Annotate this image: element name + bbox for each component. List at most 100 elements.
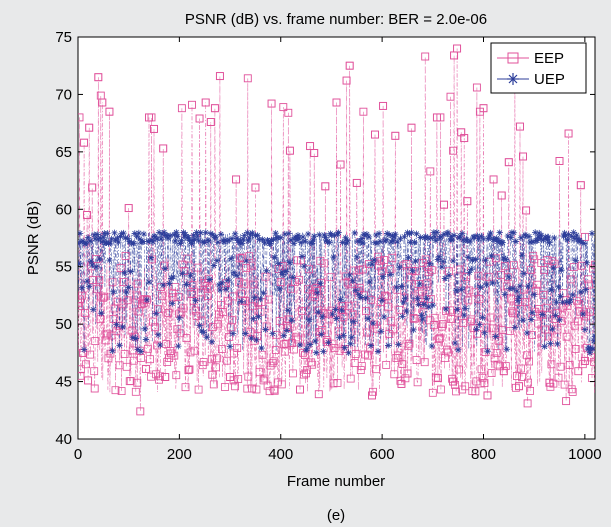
data-point-eep — [186, 348, 195, 357]
data-point-uep — [301, 238, 309, 245]
data-point-eep — [98, 98, 107, 107]
data-point-eep — [156, 372, 165, 381]
data-point-uep — [586, 349, 594, 356]
data-point-eep — [395, 305, 404, 314]
data-point-eep — [121, 251, 130, 260]
data-point-eep — [392, 353, 401, 362]
data-point-uep — [504, 232, 512, 240]
data-point-uep — [90, 306, 97, 313]
data-point-eep — [141, 364, 150, 373]
data-point-eep — [486, 313, 495, 322]
data-point-uep — [315, 309, 322, 316]
data-point-uep — [573, 231, 580, 239]
data-point-uep — [86, 237, 94, 245]
data-point-eep — [334, 327, 343, 336]
data-point-uep — [281, 230, 288, 238]
data-point-eep — [183, 254, 192, 263]
data-point-uep — [528, 309, 536, 316]
data-point-uep — [518, 252, 526, 259]
data-point-uep — [489, 279, 496, 287]
data-point-eep — [192, 311, 201, 320]
data-point-uep — [218, 279, 226, 287]
data-point-uep — [475, 235, 482, 242]
data-point-uep — [462, 305, 469, 312]
data-point-uep — [297, 239, 305, 246]
data-point-uep — [78, 230, 84, 237]
data-point-eep — [391, 131, 400, 140]
axis-ticks: 0 200 400 600 800 1000 40 45 50 55 60 65 70 75 — [55, 29, 601, 463]
data-point-uep — [201, 239, 208, 246]
data-point-uep — [502, 256, 509, 263]
data-point-uep — [407, 239, 414, 246]
legend-marker-uep — [507, 73, 519, 85]
data-point-eep — [410, 314, 419, 323]
data-point-uep — [181, 232, 188, 240]
data-point-uep — [159, 281, 167, 289]
data-point-eep — [444, 348, 452, 357]
data-point-eep — [298, 307, 306, 315]
data-point-eep — [184, 366, 193, 375]
data-point-eep — [404, 341, 413, 350]
data-point-uep — [217, 231, 225, 238]
data-point-eep — [133, 279, 142, 288]
data-point-eep — [381, 291, 390, 300]
data-point-eep — [389, 325, 398, 334]
data-point-eep — [474, 271, 483, 280]
data-point-uep — [583, 259, 591, 266]
data-point-uep — [131, 230, 138, 237]
data-point-uep — [556, 316, 563, 324]
data-point-uep — [371, 239, 379, 246]
data-point-uep — [183, 281, 190, 288]
data-point-eep — [437, 322, 446, 331]
data-point-eep — [436, 385, 445, 394]
data-point-eep — [553, 325, 562, 334]
data-point-eep — [140, 295, 149, 303]
data-point-eep — [341, 272, 350, 281]
data-point-eep — [188, 100, 196, 109]
data-point-eep — [154, 305, 163, 314]
data-point-eep — [586, 307, 594, 316]
data-point-uep — [139, 238, 147, 245]
data-point-eep — [375, 261, 384, 270]
data-point-uep — [203, 333, 210, 341]
data-point-uep — [366, 278, 374, 286]
data-point-uep — [98, 309, 105, 317]
data-point-uep — [239, 240, 246, 247]
data-point-eep — [441, 354, 449, 363]
data-point-uep — [253, 336, 260, 344]
data-point-eep — [460, 134, 469, 143]
data-point-eep — [93, 285, 102, 294]
data-point-eep — [321, 182, 330, 191]
data-point-eep — [288, 369, 297, 378]
data-point-uep — [445, 272, 453, 279]
data-point-uep — [370, 256, 378, 264]
data-point-eep — [295, 275, 303, 284]
data-point-uep — [195, 237, 202, 244]
data-point-eep — [306, 142, 315, 151]
data-point-uep — [338, 306, 345, 314]
data-point-eep — [462, 273, 471, 281]
data-point-uep — [197, 229, 204, 237]
data-point-eep — [562, 397, 571, 406]
data-point-eep — [429, 321, 438, 330]
data-point-eep — [467, 315, 476, 324]
data-point-uep — [534, 237, 541, 244]
data-point-uep — [255, 313, 262, 320]
data-point-eep — [427, 266, 436, 275]
data-point-uep — [216, 286, 224, 294]
data-point-eep — [279, 103, 288, 112]
data-point-eep — [314, 390, 323, 399]
data-point-eep — [505, 327, 514, 335]
data-point-uep — [146, 237, 154, 244]
data-point-eep — [105, 107, 114, 116]
data-point-eep — [335, 346, 344, 355]
data-point-eep — [520, 285, 528, 294]
data-point-uep — [305, 316, 313, 323]
data-point-uep — [351, 229, 358, 237]
data-point-uep — [507, 234, 515, 241]
data-point-eep — [585, 280, 593, 289]
data-point-uep — [356, 238, 364, 245]
data-point-uep — [545, 233, 552, 241]
data-point-uep — [426, 260, 433, 267]
data-point-uep — [109, 347, 116, 355]
